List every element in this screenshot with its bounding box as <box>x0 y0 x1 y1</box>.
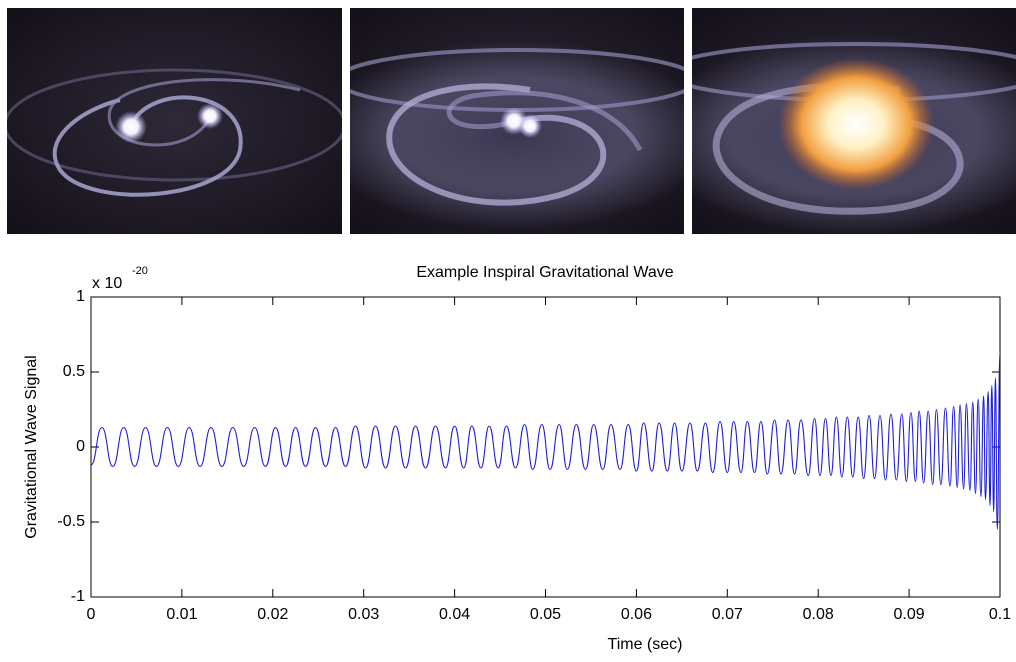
illustration-merger <box>350 8 684 234</box>
x-tick-label: 0 <box>87 606 96 623</box>
chart-title: Example Inspiral Gravitational Wave <box>416 264 673 281</box>
y-tick-label: 1 <box>76 288 85 305</box>
y-tick-label: -0.5 <box>57 513 85 530</box>
y-scale-exponent: -20 <box>132 265 148 277</box>
illustration-inspiral <box>7 8 342 234</box>
y-tick-label: 0 <box>76 438 85 455</box>
x-tick-label: 0.02 <box>257 606 288 623</box>
x-tick-label: 0.07 <box>712 606 743 623</box>
x-tick-label: 0.1 <box>989 606 1011 623</box>
x-tick-label: 0.09 <box>894 606 925 623</box>
y-tick-label: 0.5 <box>63 363 85 380</box>
x-tick-label: 0.08 <box>803 606 834 623</box>
y-axis-label: Gravitational Wave Signal <box>23 355 40 539</box>
y-tick-label: -1 <box>71 588 85 605</box>
x-tick-label: 0.01 <box>166 606 197 623</box>
y-scale-base: x 10 <box>92 275 122 292</box>
illustration-ringdown <box>692 8 1016 234</box>
signal-line <box>90 351 1001 531</box>
x-tick-label: 0.04 <box>439 606 470 623</box>
x-axis-label: Time (sec) <box>608 636 683 653</box>
x-tick-label: 0.03 <box>348 606 379 623</box>
x-tick-label: 0.05 <box>530 606 561 623</box>
x-tick-label: 0.06 <box>621 606 652 623</box>
